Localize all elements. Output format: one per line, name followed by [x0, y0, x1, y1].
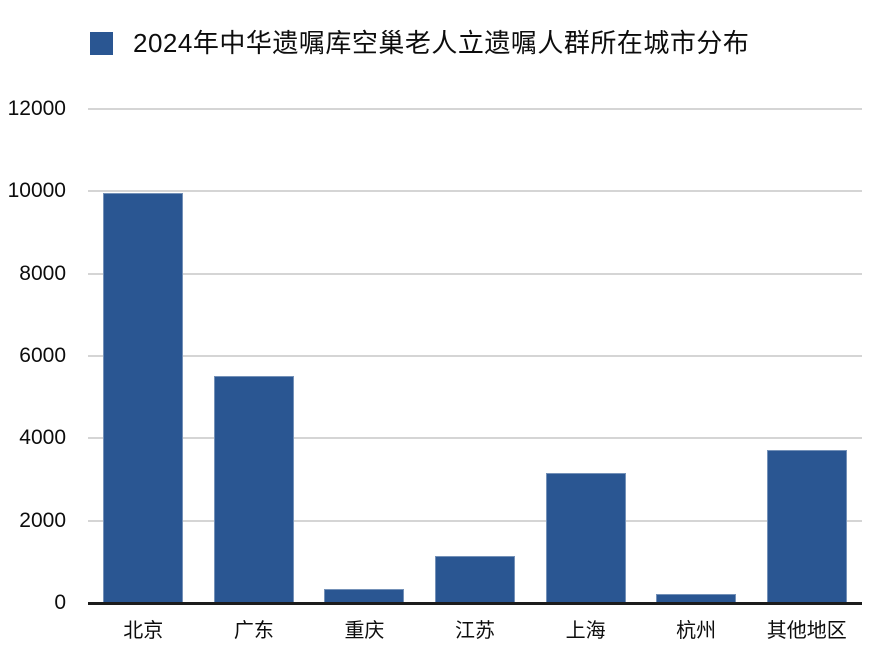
- y-tick-label-12000: 12000: [7, 97, 66, 120]
- gridline-12000: [88, 108, 862, 110]
- y-axis-labels: 0 2000 4000 6000 8000 10000 12000: [0, 97, 66, 614]
- bar-slot-上海: [530, 109, 641, 603]
- gridline-10000: [88, 190, 862, 193]
- y-tick-label-2000: 2000: [19, 508, 66, 532]
- bar-slot-杭州: [641, 109, 752, 603]
- y-tick-label-6000: 6000: [19, 344, 66, 367]
- chart-legend[interactable]: 2024年中华遗嘱库空巢老人立遗嘱人群所在城市分布: [90, 27, 749, 59]
- bar-上海[interactable]: [545, 472, 626, 603]
- legend-swatch-icon: [90, 31, 113, 55]
- y-tick-label-0: 0: [54, 591, 66, 614]
- bar-slot-重庆: [309, 109, 420, 603]
- bar-江苏[interactable]: [435, 555, 516, 603]
- x-axis-baseline: [88, 602, 862, 605]
- bar-slot-其他地区: [751, 109, 862, 603]
- y-tick-label-8000: 8000: [19, 261, 66, 285]
- plot-area: [88, 108, 862, 605]
- y-tick-label-4000: 4000: [19, 426, 66, 450]
- bar-slot-广东: [199, 109, 310, 603]
- bar-其他地区[interactable]: [766, 449, 847, 603]
- x-tick-label-江苏: 江苏: [455, 620, 496, 642]
- y-tick-label-10000: 10000: [7, 179, 66, 203]
- gridline-6000: [88, 355, 862, 357]
- x-tick-label-其他地区: 其他地区: [766, 620, 847, 642]
- x-tick-label-重庆: 重庆: [344, 620, 385, 642]
- gridline-2000: [88, 519, 862, 522]
- x-tick-label-广东: 广东: [233, 620, 274, 642]
- gridline-4000: [88, 437, 862, 440]
- bar-重庆[interactable]: [324, 588, 405, 603]
- x-tick-label-北京: 北京: [123, 620, 164, 642]
- x-tick-label-杭州: 杭州: [676, 620, 717, 642]
- chart-title: 2024年中华遗嘱库空巢老人立遗嘱人群所在城市分布: [133, 28, 750, 58]
- x-axis-labels: 北京 广东 重庆 江苏 上海 杭州 其他地区: [88, 614, 862, 643]
- bar-北京[interactable]: [103, 192, 184, 603]
- x-tick-label-上海: 上海: [565, 620, 606, 642]
- bar-杭州[interactable]: [656, 593, 737, 603]
- bar-slot-北京: [88, 109, 199, 603]
- bars-container: [88, 109, 862, 603]
- gridline-8000: [88, 272, 862, 275]
- bar-slot-江苏: [420, 109, 531, 603]
- bar-广东[interactable]: [213, 375, 294, 603]
